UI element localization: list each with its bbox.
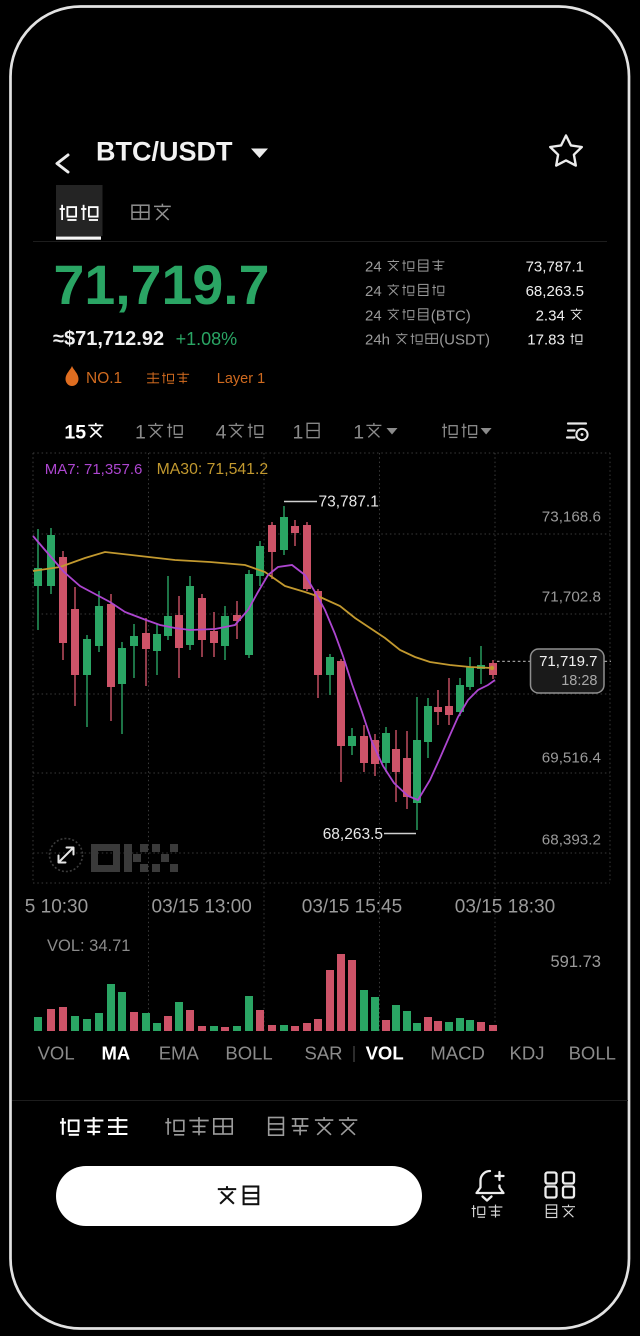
svg-text:17.83: 17.83 xyxy=(527,332,565,349)
svg-text:≈$71,712.92: ≈$71,712.92 xyxy=(53,328,164,350)
svg-text:24h: 24h xyxy=(365,332,390,349)
svg-text:BTC/USDT: BTC/USDT xyxy=(96,137,233,167)
svg-text:15: 15 xyxy=(64,421,86,443)
svg-text:18:28: 18:28 xyxy=(561,673,597,689)
svg-text:BOLL: BOLL xyxy=(569,1043,616,1064)
svg-text:68,263.5: 68,263.5 xyxy=(323,826,383,843)
svg-text:VOL: VOL xyxy=(366,1043,404,1064)
svg-text:71,702.8: 71,702.8 xyxy=(542,589,601,606)
svg-text:(USDT): (USDT) xyxy=(439,332,490,349)
svg-text:68,393.2: 68,393.2 xyxy=(542,832,601,849)
svg-text:MA7: 71,357.6: MA7: 71,357.6 xyxy=(45,461,143,478)
svg-text:5 10:30: 5 10:30 xyxy=(25,897,88,918)
svg-text:24: 24 xyxy=(365,259,382,276)
svg-text:MACD: MACD xyxy=(430,1043,484,1064)
svg-text:591.73: 591.73 xyxy=(551,953,601,971)
svg-text:1: 1 xyxy=(293,421,304,443)
svg-text:4: 4 xyxy=(216,421,227,443)
svg-text:Layer 1: Layer 1 xyxy=(217,371,265,387)
svg-text:1: 1 xyxy=(353,421,364,443)
svg-text:1: 1 xyxy=(135,421,146,443)
svg-text:(BTC): (BTC) xyxy=(431,307,471,324)
svg-text:+1.08%: +1.08% xyxy=(176,329,238,349)
svg-text:68,263.5: 68,263.5 xyxy=(526,283,584,300)
svg-text:VOL: 34.71: VOL: 34.71 xyxy=(47,937,130,955)
svg-text:73,168.6: 73,168.6 xyxy=(542,509,601,526)
svg-text:03/15 18:30: 03/15 18:30 xyxy=(455,897,555,918)
svg-text:71,719.7: 71,719.7 xyxy=(539,653,597,670)
svg-text:VOL: VOL xyxy=(38,1043,75,1064)
svg-text:24: 24 xyxy=(365,283,382,300)
svg-text:SAR: SAR xyxy=(305,1043,343,1064)
svg-text:NO.1: NO.1 xyxy=(86,370,122,387)
svg-text:MA: MA xyxy=(102,1043,131,1064)
svg-text:73,787.1: 73,787.1 xyxy=(319,494,379,511)
svg-text:03/15 15:45: 03/15 15:45 xyxy=(302,897,402,918)
svg-text:73,787.1: 73,787.1 xyxy=(526,259,584,276)
svg-text:EMA: EMA xyxy=(159,1043,200,1064)
svg-text:69,516.4: 69,516.4 xyxy=(542,750,601,767)
svg-text:BOLL: BOLL xyxy=(225,1043,272,1064)
svg-text:03/15 13:00: 03/15 13:00 xyxy=(152,897,252,918)
svg-text:MA30: 71,541.2: MA30: 71,541.2 xyxy=(157,461,269,478)
svg-text:24: 24 xyxy=(365,307,382,324)
svg-text:2.34: 2.34 xyxy=(536,307,565,324)
svg-text:71,719.7: 71,719.7 xyxy=(54,254,270,316)
svg-text:KDJ: KDJ xyxy=(510,1043,545,1064)
